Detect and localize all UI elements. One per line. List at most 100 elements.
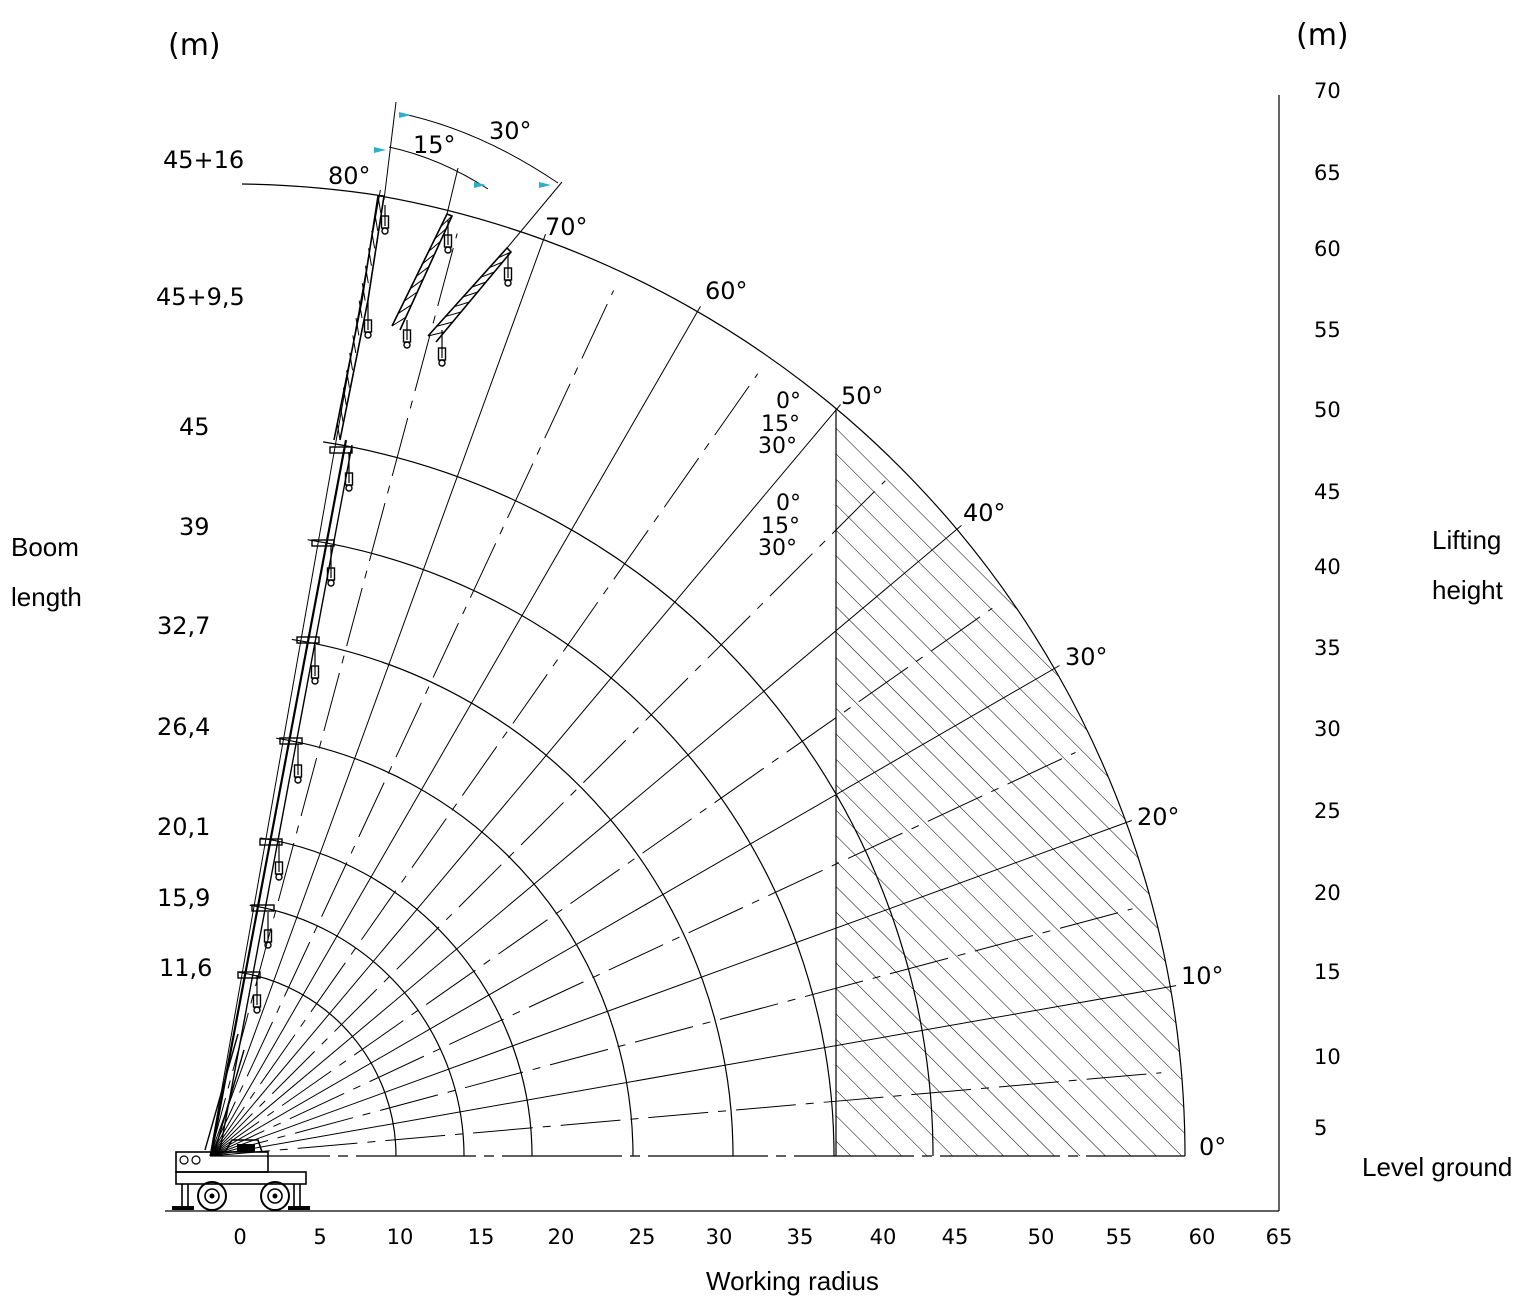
hook-icon: [275, 873, 283, 881]
angle-label: 50°: [841, 382, 884, 410]
wheel-hub: [204, 1188, 220, 1204]
lattice-brace: [346, 370, 350, 388]
x-tick-label: 45: [942, 1225, 969, 1249]
y-tick-label: 45: [1314, 480, 1341, 504]
jib-offset-line: [506, 181, 563, 249]
y-tick-label: 70: [1314, 79, 1341, 103]
x-tick-label: 50: [1028, 1225, 1055, 1249]
boom-angle-ray: [209, 306, 701, 1157]
hook-icon: [345, 484, 353, 492]
boom-length-arc: [239, 971, 397, 1157]
hook-icon: [381, 227, 389, 235]
wheel-hub: [267, 1188, 283, 1204]
x-tick-label: 55: [1106, 1225, 1133, 1249]
offset-arrow-icon: [474, 182, 486, 188]
boom-section-collar: [296, 636, 320, 644]
wheel-center: [209, 1193, 215, 1199]
chassis: [175, 1171, 307, 1185]
boom-angle-ray-dashed: [209, 480, 886, 1157]
boom-angle-ray: [209, 525, 962, 1157]
y-tick-label: 5: [1314, 1116, 1327, 1140]
jib-offset-line: [383, 101, 397, 201]
boom-length-label: 39: [179, 513, 210, 541]
left-axis-title-line2: length: [11, 582, 82, 612]
offset-label: 30°: [758, 536, 797, 561]
right-axis-title-line1: Lifting: [1432, 525, 1501, 555]
lattice-brace: [416, 266, 430, 277]
hook-icon: [294, 776, 302, 784]
boom-length-arc: [307, 539, 835, 1157]
boom-angle-ray: [209, 665, 1060, 1157]
boom-angle-ray-dashed: [209, 290, 615, 1157]
boom-section-collar: [237, 971, 261, 979]
offset-label: 0°: [776, 389, 801, 414]
lattice-brace: [349, 352, 354, 371]
boom-length-arc: [249, 904, 465, 1157]
y-tick-label: 60: [1314, 237, 1341, 261]
hook-icon: [438, 359, 446, 367]
y-tick-label: 40: [1314, 555, 1341, 579]
boom-angle-ray: [209, 820, 1133, 1157]
outrigger-pad: [288, 1206, 310, 1210]
lattice-brace: [410, 278, 424, 290]
boom-length-label: 45+9,5: [156, 283, 245, 311]
boom-length-arc: [260, 837, 533, 1157]
boom-angle-ray-dashed: [209, 751, 1076, 1157]
y-tick-label: 50: [1314, 398, 1341, 422]
boom-angle-ray-dashed: [209, 908, 1133, 1157]
lattice-brace: [342, 387, 347, 406]
lattice-brace: [434, 228, 447, 240]
angle-label: 10°: [1181, 962, 1224, 990]
offset-arrow-icon: [539, 182, 551, 188]
y-tick-label: 15: [1314, 960, 1341, 984]
lattice-brace: [377, 195, 382, 214]
lattice-jib: [333, 195, 385, 441]
lattice-brace: [361, 283, 366, 301]
lattice-brace: [440, 215, 453, 227]
boom-length-label: 45+16: [163, 146, 244, 174]
x-axis-title: Working radius: [706, 1266, 879, 1296]
hook-icon: [364, 331, 372, 339]
angle-label: 60°: [705, 277, 748, 305]
x-tick-label: 25: [629, 1225, 656, 1249]
lattice-brace: [445, 311, 462, 317]
hook-icon: [253, 1006, 261, 1014]
boom-length-label: 26,4: [157, 713, 210, 741]
x-tick-labels: 0 5 10 15 20 25 30 35 40 45 50 55 60 65: [233, 1225, 1292, 1249]
lattice-brace: [358, 300, 363, 319]
lattice-brace: [480, 271, 495, 278]
jib-offset-label: 30°: [489, 117, 532, 145]
boom-angle-ray: [209, 233, 546, 1157]
lattice-brace: [489, 261, 503, 269]
boom-length-label: 11,6: [159, 954, 212, 982]
hook-icon: [444, 246, 452, 254]
offset-label: 15°: [761, 412, 800, 437]
offset-arrow-icon: [374, 147, 386, 153]
lattice-brace: [339, 405, 344, 423]
lattice-brace: [371, 230, 376, 249]
x-tick-label: 15: [468, 1225, 495, 1249]
boom-length-arc: [276, 737, 634, 1157]
hook-icon: [504, 279, 512, 287]
boom-section-collar: [279, 737, 303, 745]
boom-section-collar: [251, 904, 275, 912]
jib-offset-label: 15°: [413, 131, 456, 159]
angle-label: 80°: [328, 162, 371, 190]
angle-label: 0°: [1199, 1133, 1226, 1161]
angle-label: 40°: [963, 499, 1006, 527]
boom-length-arc: [323, 441, 934, 1157]
luffing-cylinder: [204, 1033, 239, 1151]
y-tick-label: 35: [1314, 636, 1341, 660]
crane-boom: [204, 195, 513, 1151]
offset-label: 0°: [776, 491, 801, 516]
left-axis-title-line1: Boom: [11, 532, 79, 562]
lattice-brace: [422, 253, 435, 265]
outrigger-pad: [172, 1206, 194, 1210]
boom-angle-ray: [209, 985, 1177, 1157]
lattice-brace: [355, 317, 360, 336]
wheel-icon: [197, 1181, 227, 1211]
boom-length-label: 20,1: [157, 813, 210, 841]
boom-section-collar: [259, 838, 283, 846]
x-tick-label: 65: [1266, 1225, 1293, 1249]
jib-offset-arc: [388, 146, 489, 190]
